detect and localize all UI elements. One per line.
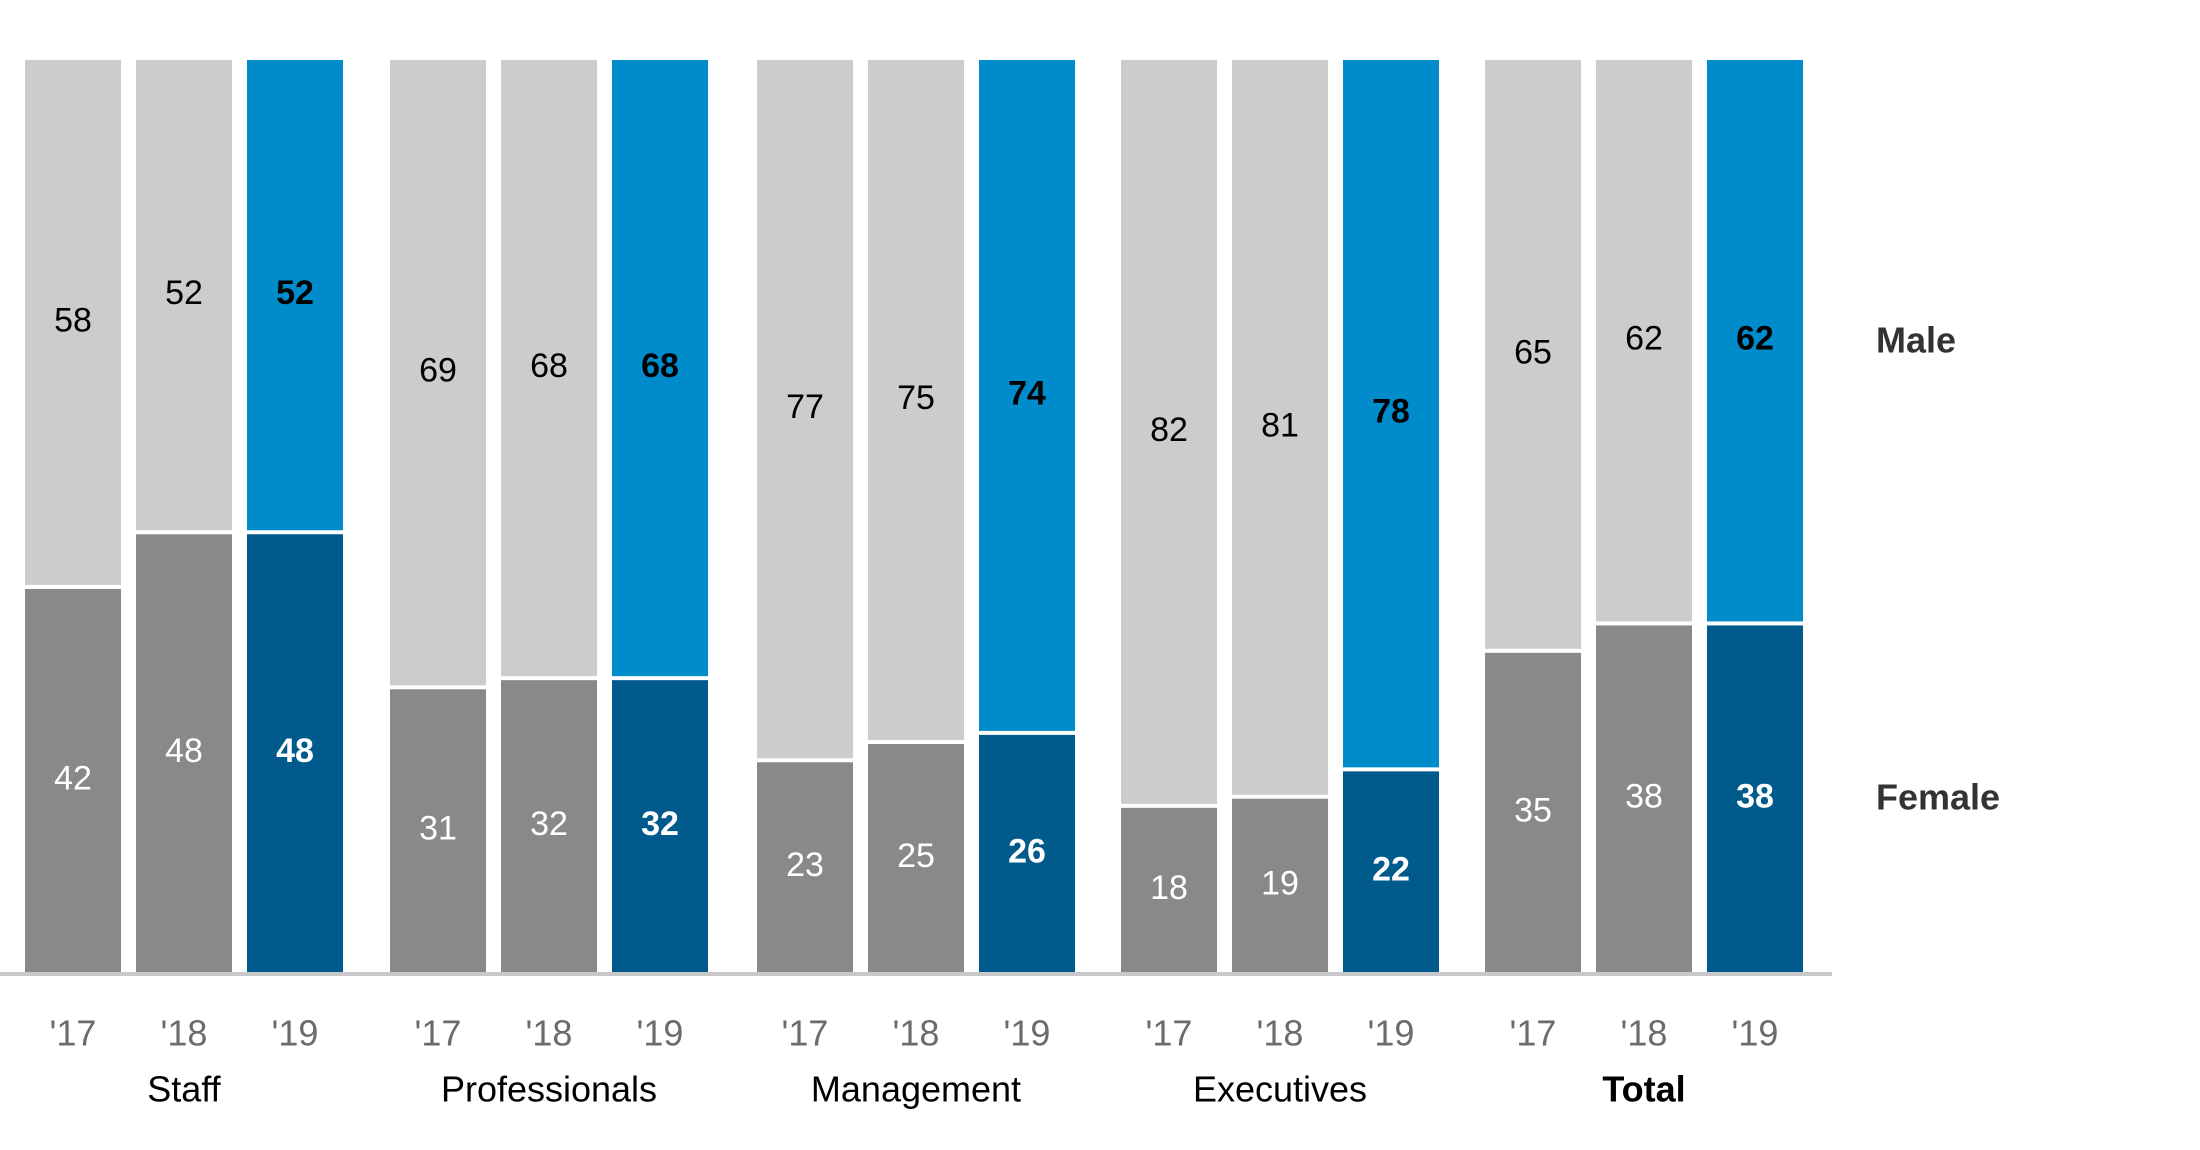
bar-male-professionals-19	[612, 60, 708, 677]
label-male-professionals-19: 68	[641, 347, 679, 385]
label-male-executives-18: 81	[1261, 406, 1299, 444]
bar-female-staff-18	[136, 534, 232, 972]
bar-male-staff-19	[247, 60, 343, 531]
bar-male-professionals-18	[501, 60, 597, 677]
label-male-staff-18: 52	[165, 274, 203, 312]
bar-female-management-17	[757, 762, 853, 972]
year-label-staff-17: '17	[50, 1013, 97, 1054]
group-label-professionals: Professionals	[441, 1069, 657, 1110]
bar-male-total-19	[1707, 60, 1803, 622]
bar-male-staff-18	[136, 60, 232, 531]
year-label-staff-19: '19	[272, 1013, 319, 1054]
legend-female: Female	[1876, 777, 2000, 818]
label-male-staff-19: 52	[276, 274, 314, 312]
label-male-professionals-17: 69	[419, 352, 457, 390]
label-male-management-19: 74	[1008, 374, 1046, 412]
bar-male-executives-17	[1121, 60, 1217, 804]
bar-male-professionals-17	[390, 60, 486, 686]
label-female-total-18: 38	[1625, 778, 1663, 816]
label-female-total-17: 35	[1514, 791, 1552, 829]
bar-female-professionals-17	[390, 689, 486, 972]
year-label-professionals-19: '19	[637, 1013, 684, 1054]
year-label-total-18: '18	[1621, 1013, 1668, 1054]
label-male-management-17: 77	[786, 388, 824, 426]
bar-female-executives-18	[1232, 798, 1328, 972]
label-female-executives-19: 22	[1372, 851, 1410, 889]
label-male-total-19: 62	[1736, 320, 1774, 358]
bar-male-staff-17	[25, 60, 121, 585]
label-female-total-19: 38	[1736, 778, 1774, 816]
group-label-executives: Executives	[1193, 1069, 1367, 1110]
label-female-staff-17: 42	[54, 759, 92, 797]
bar-male-management-19	[979, 60, 1075, 731]
bar-female-management-19	[979, 734, 1075, 972]
bar-female-professionals-19	[612, 680, 708, 972]
label-female-management-19: 26	[1008, 832, 1046, 870]
bar-male-executives-19	[1343, 60, 1439, 768]
label-female-staff-19: 48	[276, 732, 314, 770]
year-label-executives-17: '17	[1146, 1013, 1193, 1054]
bar-female-management-18	[868, 744, 964, 972]
bar-female-executives-19	[1343, 771, 1439, 972]
bar-female-executives-17	[1121, 807, 1217, 972]
year-label-total-19: '19	[1732, 1013, 1779, 1054]
year-label-total-17: '17	[1510, 1013, 1557, 1054]
year-label-executives-19: '19	[1368, 1013, 1415, 1054]
group-label-total: Total	[1602, 1069, 1685, 1110]
year-label-management-17: '17	[782, 1013, 829, 1054]
bar-male-total-18	[1596, 60, 1692, 622]
year-label-professionals-17: '17	[415, 1013, 462, 1054]
label-female-management-18: 25	[897, 837, 935, 875]
label-male-management-18: 75	[897, 379, 935, 417]
label-female-professionals-19: 32	[641, 805, 679, 843]
label-male-executives-19: 78	[1372, 393, 1410, 431]
bar-male-management-17	[757, 60, 853, 759]
label-male-total-18: 62	[1625, 320, 1663, 358]
year-label-management-19: '19	[1004, 1013, 1051, 1054]
bar-female-total-17	[1485, 652, 1581, 972]
bar-male-total-17	[1485, 60, 1581, 649]
legend-male: Male	[1876, 320, 1956, 361]
label-male-professionals-18: 68	[530, 347, 568, 385]
group-label-staff: Staff	[147, 1069, 221, 1110]
label-female-professionals-17: 31	[419, 810, 457, 848]
label-female-staff-18: 48	[165, 732, 203, 770]
group-label-management: Management	[811, 1069, 1021, 1110]
label-female-executives-18: 19	[1261, 864, 1299, 902]
bar-male-executives-18	[1232, 60, 1328, 795]
bar-female-staff-17	[25, 588, 121, 972]
label-male-executives-17: 82	[1150, 411, 1188, 449]
year-label-executives-18: '18	[1257, 1013, 1304, 1054]
bar-female-total-19	[1707, 625, 1803, 972]
label-female-management-17: 23	[786, 846, 824, 884]
year-label-management-18: '18	[893, 1013, 940, 1054]
year-label-staff-18: '18	[161, 1013, 208, 1054]
bar-male-management-18	[868, 60, 964, 740]
bar-female-staff-19	[247, 534, 343, 972]
bar-female-total-18	[1596, 625, 1692, 972]
bar-female-professionals-18	[501, 680, 597, 972]
year-label-professionals-18: '18	[526, 1013, 573, 1054]
label-female-professionals-18: 32	[530, 805, 568, 843]
label-female-executives-17: 18	[1150, 869, 1188, 907]
label-male-staff-17: 58	[54, 301, 92, 339]
label-male-total-17: 65	[1514, 333, 1552, 371]
